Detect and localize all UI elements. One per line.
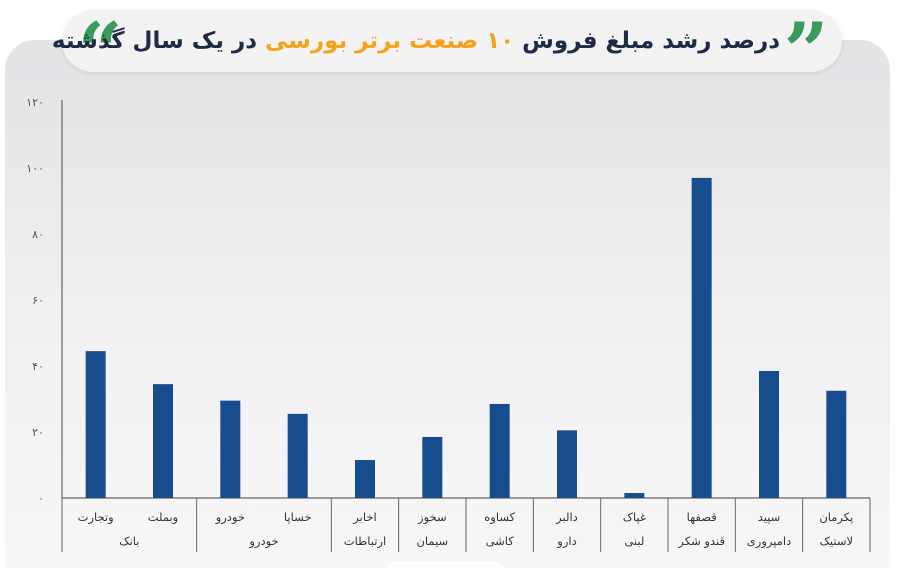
x-category-label: وبملت (148, 510, 179, 525)
x-category-label: سخوز (417, 510, 447, 525)
x-group-label: دارو (556, 534, 576, 549)
x-group-label: سیمان (416, 534, 448, 548)
x-category-label: پکرمان (819, 510, 853, 525)
x-group-label: قندو شکر (677, 534, 725, 549)
x-group-label: لبنی (624, 534, 644, 548)
chart-panel (5, 40, 890, 568)
y-tick-label: ۱۲۰ (26, 96, 44, 109)
bar (557, 430, 577, 498)
x-group-label: کاشی (486, 534, 515, 548)
y-tick-label: ۴۰ (32, 360, 44, 373)
bar (287, 413, 308, 498)
x-category-label: خساپا (284, 510, 312, 524)
x-category-label: سپید (758, 510, 781, 524)
bar (489, 403, 510, 498)
x-category-label: قصفها (687, 510, 717, 524)
x-group-label: بانک (119, 534, 139, 548)
x-group-label: ارتباطات (344, 534, 386, 549)
bar (422, 436, 443, 498)
title-part-after: در یک سال گذشته (51, 28, 266, 54)
x-category-label: کساوه (484, 510, 515, 525)
x-group-label: خودرو (248, 534, 278, 549)
x-category-label: دالبر (555, 510, 578, 525)
y-tick-label: ۸۰ (32, 228, 44, 241)
bar (153, 384, 173, 498)
chart-title: درصد رشد مبلغ فروش ۱۰ صنعت برتر بورسی در… (52, 10, 780, 72)
x-category-label: اخابر (352, 510, 376, 525)
bottom-notch (385, 561, 505, 572)
y-tick-label: ۶۰ (32, 294, 44, 307)
title-part-before: درصد رشد مبلغ فروش (514, 28, 780, 54)
x-group-label: لاستیک (820, 534, 853, 548)
bar (355, 460, 375, 498)
bar (220, 400, 241, 498)
title-banner (62, 10, 842, 72)
y-tick-label: ۱۰۰ (26, 162, 44, 175)
bar (85, 351, 106, 498)
bar (759, 370, 779, 498)
x-category-label: خودرو (215, 510, 245, 525)
bar (691, 177, 712, 498)
y-tick-label: ۰ (38, 492, 44, 505)
y-tick-label: ۲۰ (32, 426, 44, 439)
x-group-label: دامپروری (747, 534, 791, 549)
bar (624, 493, 645, 498)
bar (826, 390, 847, 498)
title-highlight: ۱۰ صنعت برتر بورسی (265, 28, 515, 54)
x-category-label: غپاک (623, 510, 646, 524)
x-category-label: وتجارت (78, 510, 114, 525)
